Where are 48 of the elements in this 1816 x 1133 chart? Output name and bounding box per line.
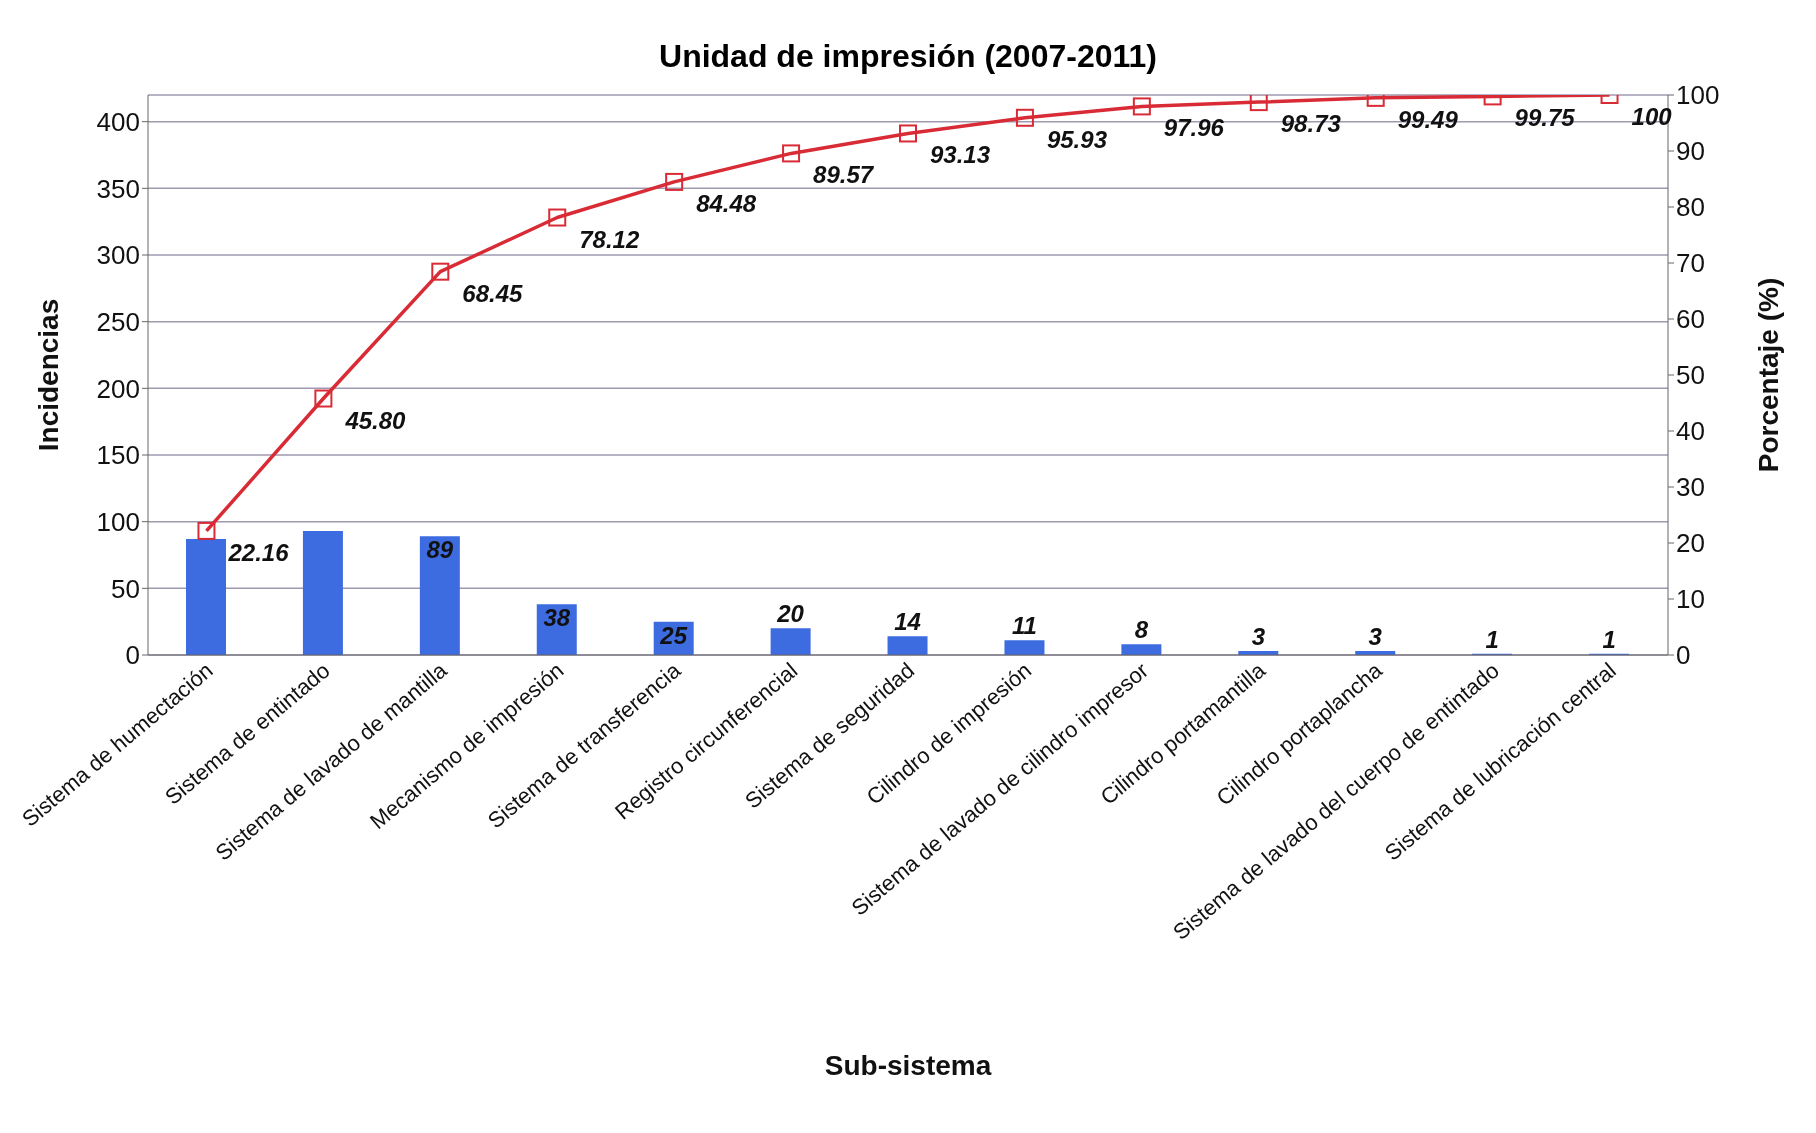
- y2-tick-label: 80: [1676, 192, 1705, 223]
- data-label: 100: [1631, 103, 1673, 130]
- data-label: 89.57: [813, 161, 875, 189]
- y-tick-label: 400: [96, 106, 140, 137]
- y2-tick-label: 70: [1676, 248, 1705, 279]
- y2-tick-label: 30: [1676, 472, 1705, 503]
- data-label: 97.96: [1163, 114, 1225, 142]
- y-axis-title: Incidencias: [32, 298, 64, 452]
- y2-tick-label: 0: [1676, 640, 1691, 671]
- data-label: 8: [1134, 616, 1149, 644]
- data-label: 84.48: [696, 189, 757, 217]
- data-label: 11: [1012, 612, 1037, 640]
- data-label: 14: [894, 608, 921, 636]
- data-label: 89: [426, 536, 454, 564]
- y-tick-label: 200: [96, 373, 140, 404]
- y2-tick-label: 50: [1676, 360, 1705, 391]
- data-label: 3: [1368, 623, 1383, 650]
- y-tick-label: 150: [96, 440, 140, 471]
- y-tick-label: 100: [96, 506, 140, 537]
- y-tick-label: 0: [125, 640, 140, 671]
- data-label: 45.80: [344, 406, 407, 434]
- y-tick-label: 50: [111, 573, 140, 604]
- chart-title: Unidad de impresión (2007-2011): [658, 37, 1158, 75]
- y-tick-label: 300: [96, 240, 140, 271]
- data-label: 99.75: [1514, 104, 1576, 132]
- data-label: 95.93: [1046, 125, 1108, 153]
- y2-tick-label: 20: [1676, 528, 1705, 559]
- data-label: 99.49: [1397, 105, 1459, 133]
- data-label: 1: [1485, 625, 1499, 653]
- y-tick-label: 250: [96, 306, 140, 337]
- y2-tick-label: 90: [1676, 136, 1705, 167]
- data-label: 25: [659, 621, 688, 649]
- y2-tick-label: 100: [1676, 80, 1720, 111]
- data-label: 20: [776, 600, 805, 628]
- x-axis-title: Sub-sistema: [824, 1050, 992, 1081]
- y2-tick-label: 10: [1676, 584, 1705, 615]
- y2-axis-title: Porcentaje (%): [1752, 277, 1784, 473]
- y-tick-label: 350: [96, 173, 140, 204]
- data-label: 68.45: [462, 279, 524, 307]
- data-label: 1: [1602, 625, 1616, 653]
- data-label: 3: [1251, 623, 1266, 650]
- y2-tick-label: 40: [1676, 416, 1705, 447]
- y2-tick-label: 60: [1676, 304, 1705, 335]
- data-label: 98.73: [1280, 110, 1342, 138]
- data-label: 38: [543, 604, 571, 632]
- data-label: 22.16: [227, 538, 290, 566]
- data-label: 93.13: [930, 141, 991, 169]
- data-label: 78.12: [579, 225, 640, 253]
